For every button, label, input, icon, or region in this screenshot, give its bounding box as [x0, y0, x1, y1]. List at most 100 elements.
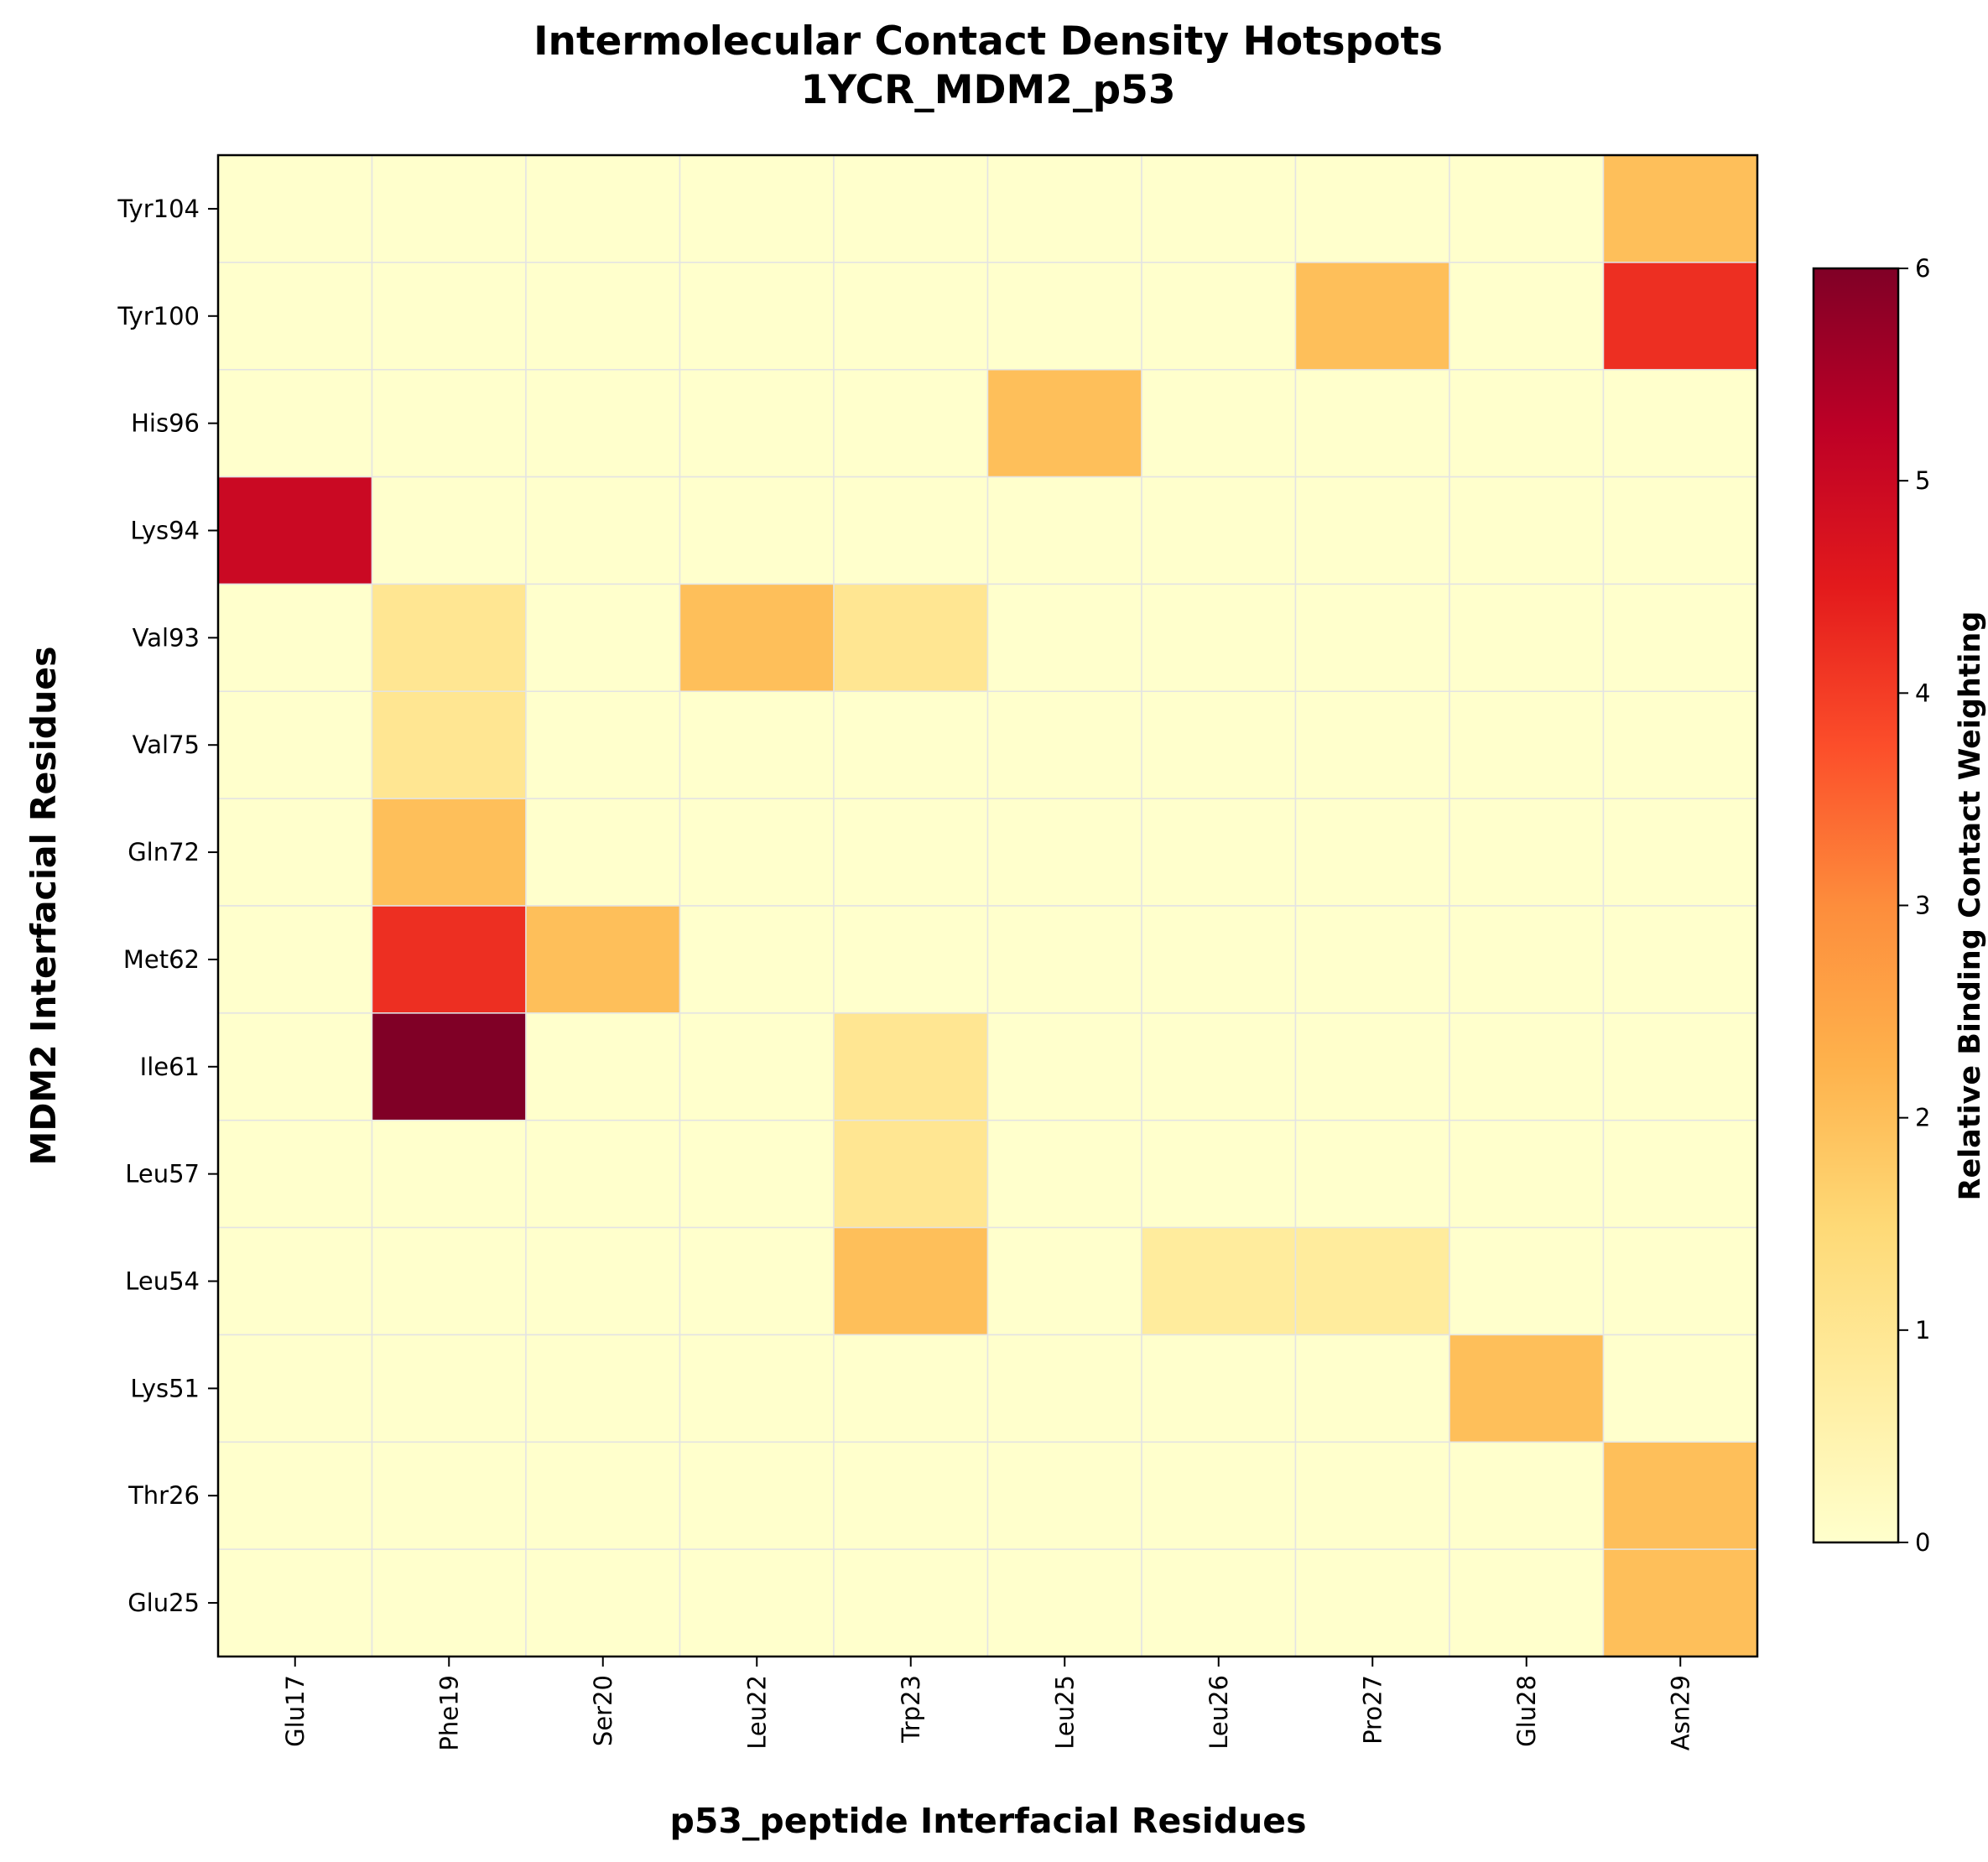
heatmap-cell [371, 1334, 527, 1443]
heatmap-cell [371, 154, 527, 263]
heatmap-cell [986, 690, 1142, 799]
heatmap-cell [1294, 905, 1450, 1014]
heatmap-cell [1602, 1334, 1758, 1443]
heatmap-cell [833, 1119, 989, 1229]
heatmap-cell [986, 1012, 1142, 1121]
heatmap-cell [525, 1334, 681, 1443]
x-tick-label: Leu22 [742, 1675, 771, 1750]
colorbar-ticks: 0 1 2 3 4 5 6 [1898, 254, 1930, 1557]
heatmap-cell [1449, 1548, 1605, 1657]
heatmap-cell [1449, 798, 1605, 907]
heatmap-cell [217, 798, 373, 907]
heatmap-cell [1602, 905, 1758, 1014]
heatmap-cell [833, 1441, 989, 1550]
heatmap-cell [525, 476, 681, 585]
heatmap-cell [371, 262, 527, 371]
heatmap-cell [1294, 583, 1450, 693]
heatmap-cell [679, 476, 835, 585]
heatmap-cell [1294, 262, 1450, 371]
heatmap-cell [1294, 1334, 1450, 1443]
heatmap-cell [217, 690, 373, 799]
heatmap-cell [217, 1226, 373, 1336]
heatmap-cell [525, 154, 681, 263]
y-tick-label: Lys51 [130, 1374, 200, 1402]
heatmap-cell [525, 1119, 681, 1229]
heatmap-cell [371, 1548, 527, 1657]
heatmap-cell [217, 905, 373, 1014]
chart-title: Intermolecular Contact Density Hotspots [533, 18, 1443, 65]
heatmap-cell [525, 690, 681, 799]
heatmap-cell [1449, 1226, 1605, 1336]
heatmap-cell [1141, 1226, 1297, 1336]
heatmap-cell [525, 1226, 681, 1336]
heatmap-cell [679, 798, 835, 907]
y-tick-label: Leu57 [125, 1160, 200, 1188]
x-tick-label: Glu28 [1512, 1675, 1541, 1747]
heatmap-cell [371, 583, 527, 693]
heatmap-cell [1602, 262, 1758, 371]
heatmap-cell [1449, 262, 1605, 371]
heatmap-cell [833, 1548, 989, 1657]
heatmap-cell [217, 476, 373, 585]
x-tick-label: Pro27 [1358, 1675, 1387, 1745]
y-tick-label: His96 [131, 409, 200, 438]
x-tick-label: Leu25 [1050, 1675, 1079, 1750]
y-tick-label: Tyr100 [117, 302, 200, 330]
heatmap-cell [1141, 1119, 1297, 1229]
heatmap-cell [1449, 905, 1605, 1014]
y-tick-label: Gln72 [128, 838, 200, 866]
y-tick-label: Lys94 [130, 517, 200, 545]
heatmap-cell [1141, 1012, 1297, 1121]
heatmap-cell [1602, 1441, 1758, 1550]
heatmap-cell [986, 1119, 1142, 1229]
heatmap-cell [371, 1226, 527, 1336]
y-axis-label: MDM2 Interfacial Residues [23, 647, 64, 1166]
colorbar-tick-label: 4 [1915, 679, 1930, 707]
heatmap-cell [1294, 1226, 1450, 1336]
heatmap-cell [525, 368, 681, 478]
heatmap-cells [217, 154, 1758, 1657]
heatmap-cell [525, 1012, 681, 1121]
heatmap-cell [1602, 690, 1758, 799]
heatmap-cell [1602, 798, 1758, 907]
y-axis-ticks: Tyr104 Tyr100 His96 Lys94 Val93 Val75 Gln72 Met… [117, 195, 218, 1617]
heatmap-cell [986, 154, 1142, 263]
chart-subtitle: 1YCR_MDM2_p53 [800, 67, 1175, 113]
y-tick-label: Glu25 [128, 1589, 200, 1617]
heatmap-cell [679, 1548, 835, 1657]
heatmap-cell [986, 905, 1142, 1014]
heatmap-cell [679, 583, 835, 693]
heatmap-cell [1602, 1012, 1758, 1121]
heatmap-cell [833, 1334, 989, 1443]
x-tick-label: Phe19 [435, 1675, 463, 1751]
colorbar-tick-label: 2 [1915, 1104, 1930, 1132]
heatmap-cell [371, 798, 527, 907]
heatmap-cell [1602, 1548, 1758, 1657]
heatmap-cell [1141, 262, 1297, 371]
heatmap-cell [371, 1119, 527, 1229]
heatmap-cell [679, 1226, 835, 1336]
heatmap-cell [1449, 1119, 1605, 1229]
colorbar-tick-label: 0 [1915, 1528, 1930, 1557]
heatmap-cell [986, 1226, 1142, 1336]
x-axis-ticks: Glu17 Phe19 Ser20 Leu22 Trp23 Leu25 Leu26 Pro27… [281, 1657, 1694, 1751]
heatmap-cell [1294, 1119, 1450, 1229]
heatmap-cell [986, 1548, 1142, 1657]
heatmap-cell [217, 368, 373, 478]
heatmap-cell [525, 798, 681, 907]
colorbar-tick-label: 3 [1915, 892, 1930, 920]
x-tick-label: Trp23 [897, 1675, 925, 1744]
heatmap-cell [1602, 154, 1758, 263]
heatmap-cell [525, 1441, 681, 1550]
heatmap-cell [1141, 1441, 1297, 1550]
heatmap-cell [1449, 1441, 1605, 1550]
colorbar-label: Relative Binding Contact Weighting [1954, 611, 1987, 1201]
heatmap-cell [217, 583, 373, 693]
colorbar-tick-label: 6 [1915, 254, 1930, 283]
heatmap-cell [1141, 798, 1297, 907]
heatmap-cell [217, 1334, 373, 1443]
heatmap-cell [1294, 690, 1450, 799]
heatmap-cell [679, 368, 835, 478]
heatmap-cell [1449, 154, 1605, 263]
